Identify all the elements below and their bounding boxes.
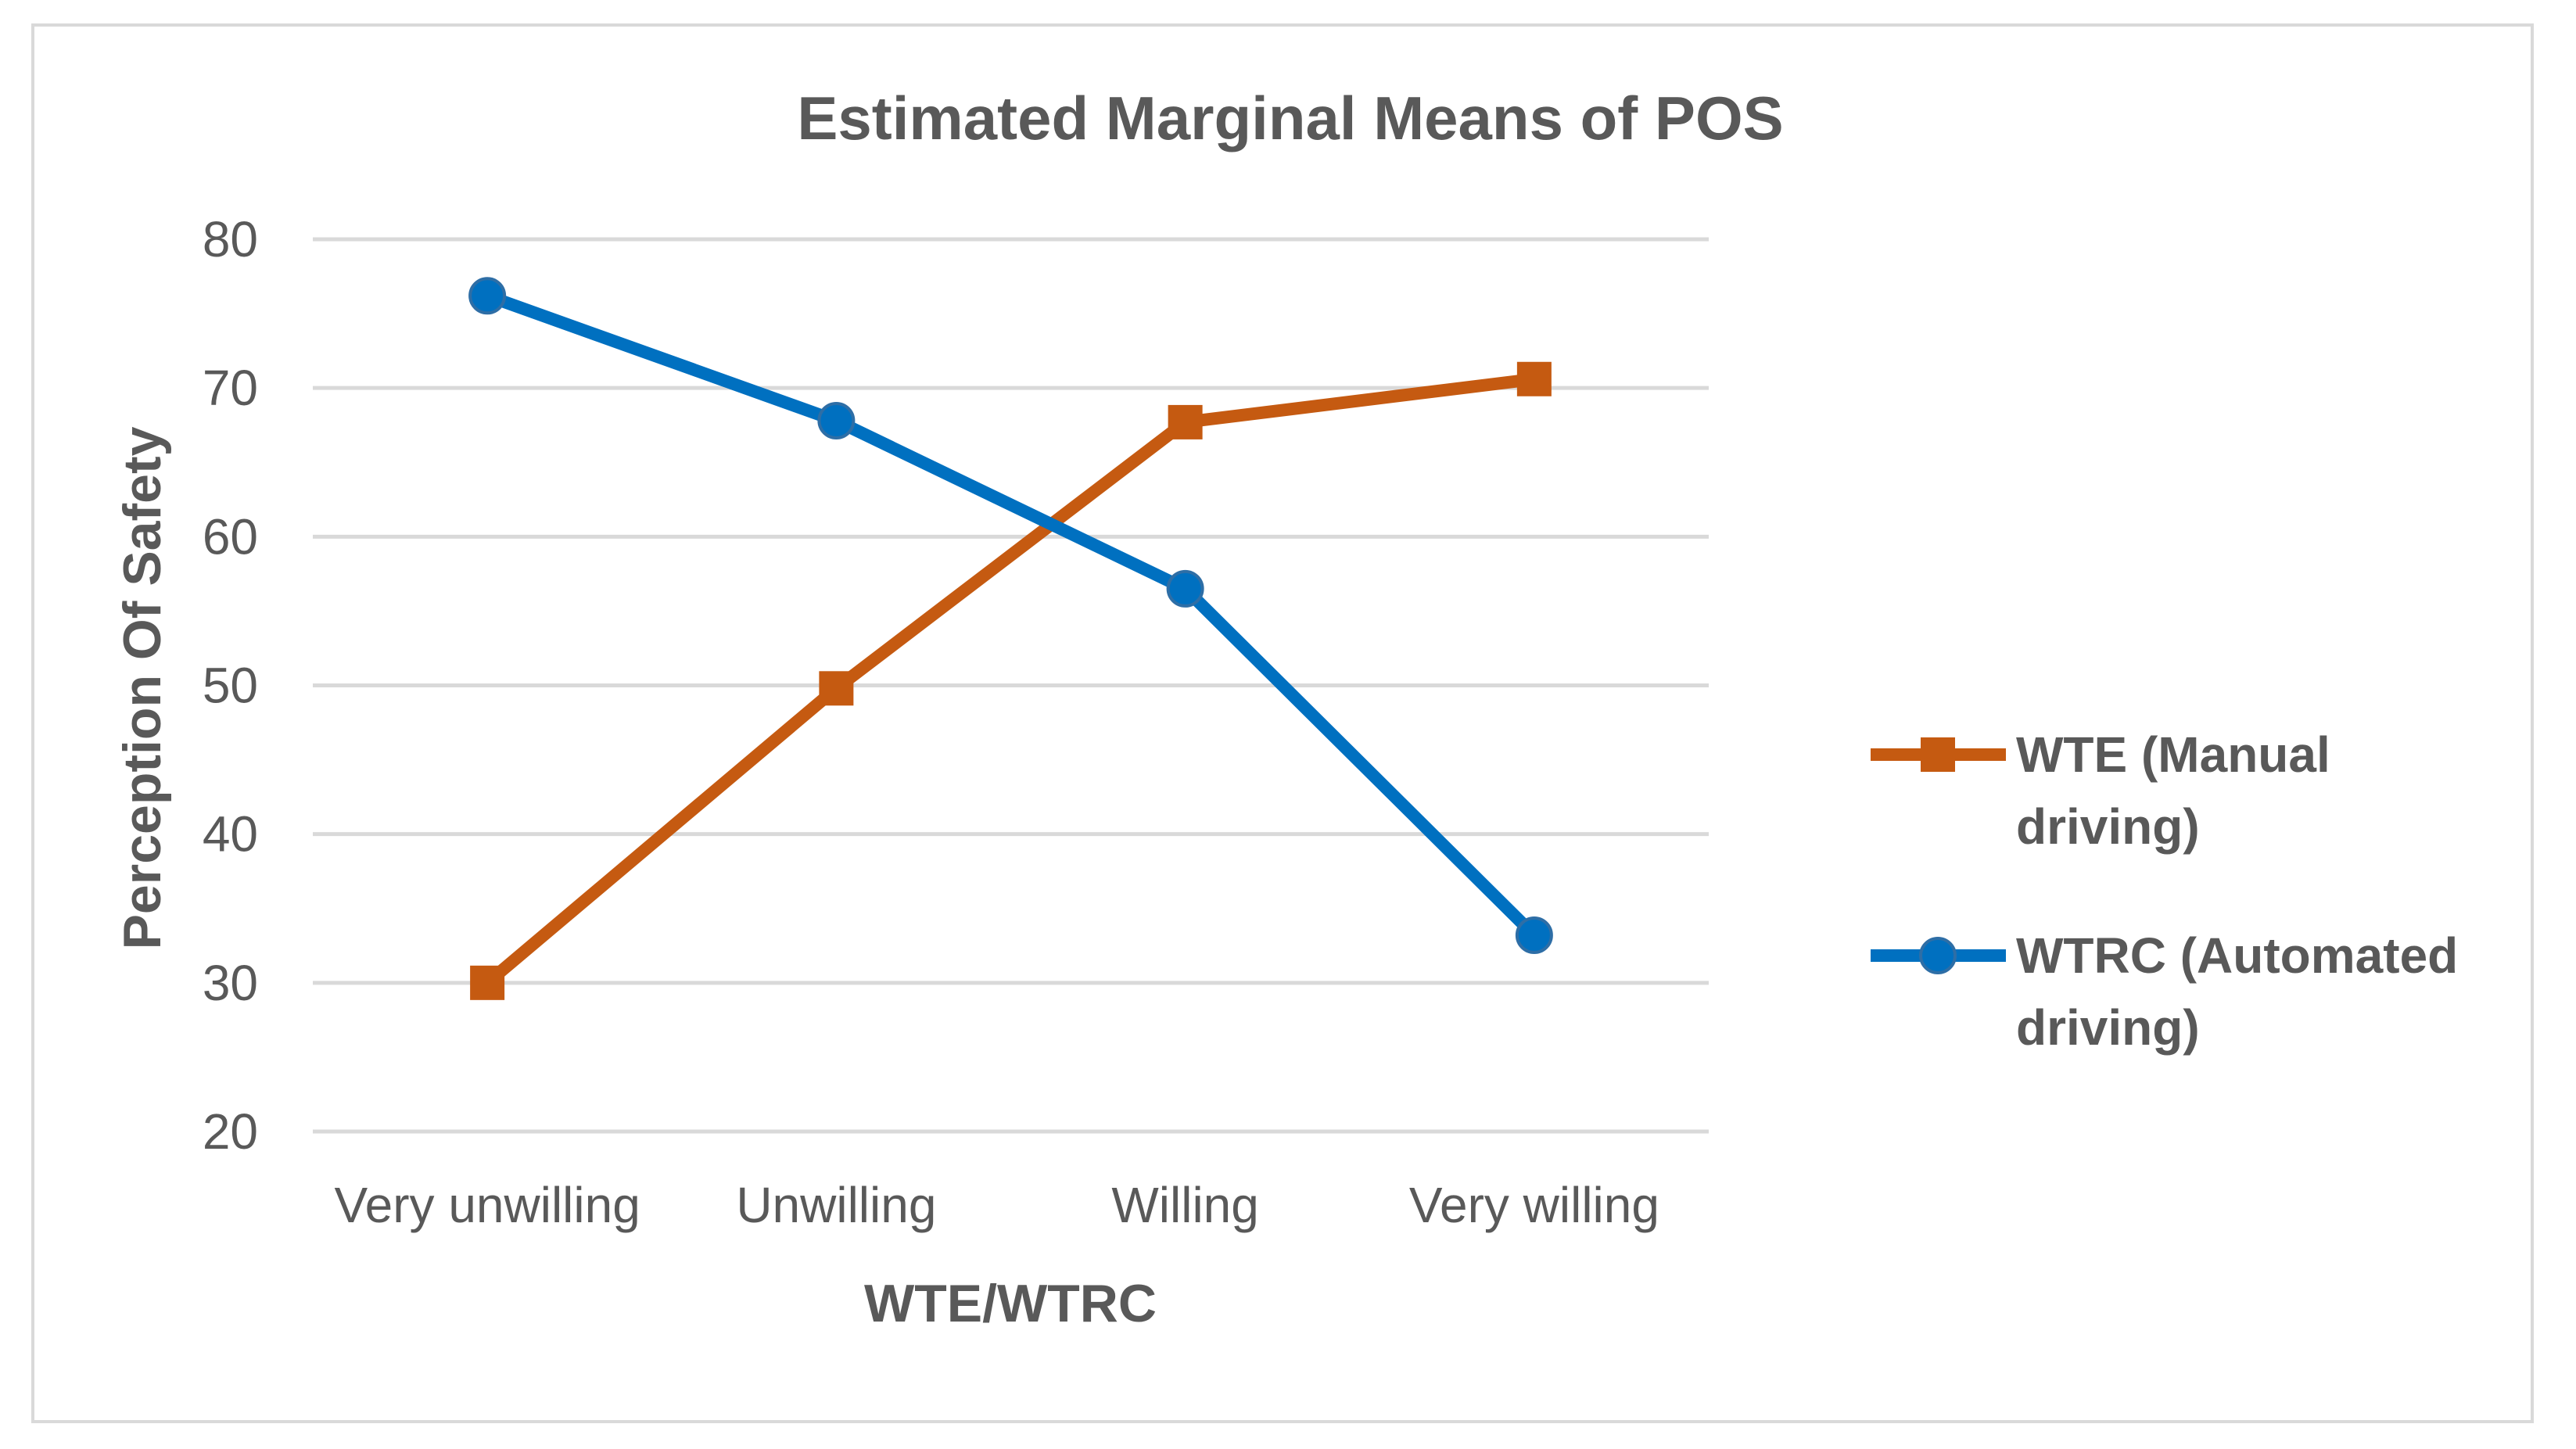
series-2: [468, 277, 1553, 954]
y-tick-label: 80: [203, 211, 258, 267]
y-axis-ticks: 20 30 40 50 60 70 80: [203, 211, 258, 1160]
x-tick-label: Very willing: [1409, 1177, 1659, 1233]
legend-label: WTE (Manual driving): [2016, 726, 2330, 855]
series-1: [470, 361, 1552, 1000]
data-point: [819, 671, 854, 706]
y-axis-title: Perception Of Safety: [113, 426, 172, 949]
x-axis-ticks: Very unwilling Unwilling Willing Very willi…: [334, 1177, 1659, 1233]
data-point: [817, 402, 856, 440]
legend-label-line: WTRC (Automated: [2016, 927, 2458, 984]
data-point: [1166, 569, 1204, 608]
chart-title: Estimated Marginal Means of POS: [797, 84, 1783, 152]
series-line: [483, 372, 1535, 988]
y-tick-label: 60: [203, 508, 258, 565]
gridlines: [313, 237, 1709, 1134]
y-tick-label: 40: [203, 806, 258, 863]
y-tick-label: 30: [203, 955, 258, 1011]
x-tick-label: Willing: [1111, 1177, 1258, 1233]
data-point: [470, 965, 505, 1000]
y-tick-label: 50: [203, 658, 258, 714]
x-tick-label: Very unwilling: [334, 1177, 640, 1233]
series-layer: [468, 277, 1553, 1000]
legend-label-line: driving): [2016, 798, 2200, 855]
x-axis-title: WTE/WTRC: [864, 1274, 1157, 1333]
legend-entry: WTRC (Automated driving): [1871, 927, 2458, 1056]
data-point: [1516, 361, 1552, 396]
legend-label-line: WTE (Manual: [2016, 726, 2330, 783]
y-tick-label: 70: [203, 360, 258, 416]
legend-entry: WTE (Manual driving): [1871, 726, 2330, 855]
y-tick-label: 20: [203, 1103, 258, 1160]
chart-frame: [31, 23, 2534, 1423]
data-point: [468, 277, 507, 315]
legend-marker: [1919, 937, 1957, 974]
legend: WTE (Manual driving) WTRC (Automated drivin…: [1871, 726, 2458, 1056]
legend-label-line: driving): [2016, 999, 2200, 1056]
legend-label: WTRC (Automated driving): [2016, 927, 2458, 1056]
data-point: [1168, 404, 1203, 439]
series-line: [485, 289, 1539, 940]
legend-marker: [1921, 737, 1955, 772]
x-tick-label: Unwilling: [736, 1177, 936, 1233]
data-point: [1515, 916, 1553, 954]
